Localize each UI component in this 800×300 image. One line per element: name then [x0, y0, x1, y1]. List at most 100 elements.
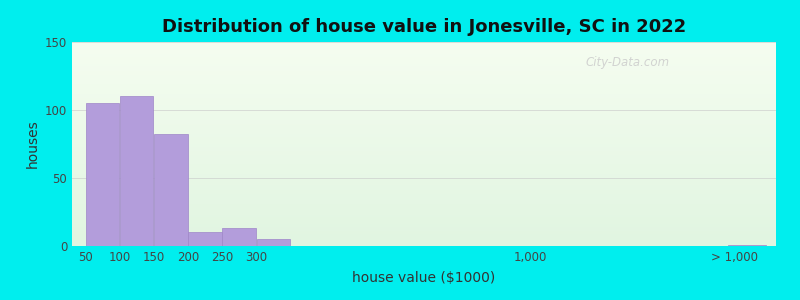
Bar — [72, 65, 776, 67]
X-axis label: house value ($1000): house value ($1000) — [352, 271, 496, 285]
Bar — [72, 231, 776, 232]
Bar — [72, 232, 776, 234]
Bar — [72, 142, 776, 144]
Bar — [72, 54, 776, 56]
Bar — [72, 56, 776, 57]
Bar — [72, 140, 776, 141]
Bar — [72, 179, 776, 181]
Bar — [188, 232, 222, 246]
Bar — [72, 239, 776, 241]
Bar — [72, 169, 776, 170]
Bar — [72, 198, 776, 200]
Bar — [72, 154, 776, 155]
Bar — [72, 146, 776, 147]
Bar — [72, 110, 776, 111]
Bar — [72, 244, 776, 246]
Bar — [72, 84, 776, 86]
Bar — [72, 47, 776, 49]
Bar — [72, 200, 776, 201]
Bar — [72, 166, 776, 167]
Bar — [72, 95, 776, 96]
Bar — [72, 194, 776, 196]
Bar — [72, 136, 776, 137]
Bar — [72, 218, 776, 219]
Bar — [72, 57, 776, 58]
Bar — [72, 167, 776, 169]
Bar — [72, 129, 776, 130]
Bar — [72, 62, 776, 64]
Bar — [72, 105, 776, 106]
Bar — [72, 220, 776, 221]
Bar — [72, 243, 776, 244]
Bar — [72, 164, 776, 166]
Bar — [72, 192, 776, 193]
Bar — [72, 144, 776, 146]
Bar — [72, 211, 776, 212]
Bar — [72, 111, 776, 113]
Bar — [72, 170, 776, 171]
Bar — [72, 73, 776, 75]
Bar — [72, 183, 776, 185]
Bar — [72, 156, 776, 158]
Text: City-Data.com: City-Data.com — [586, 56, 670, 69]
Bar — [72, 52, 776, 53]
Bar — [72, 207, 776, 208]
Bar — [72, 221, 776, 223]
Bar — [72, 147, 776, 148]
Bar — [72, 122, 776, 124]
Bar — [72, 80, 776, 81]
Bar — [72, 236, 776, 238]
Bar — [72, 83, 776, 84]
Bar — [72, 228, 776, 230]
Bar — [72, 209, 776, 211]
Bar — [72, 213, 776, 215]
Bar — [72, 76, 776, 77]
Bar — [72, 114, 776, 116]
Bar — [72, 226, 776, 227]
Bar — [72, 53, 776, 54]
Bar — [72, 92, 776, 94]
Bar — [72, 72, 776, 73]
Bar — [72, 227, 776, 228]
Bar — [72, 149, 776, 151]
Bar — [72, 96, 776, 98]
Bar — [72, 185, 776, 186]
Bar — [72, 242, 776, 243]
Bar — [72, 139, 776, 140]
Bar — [72, 117, 776, 118]
Bar — [72, 125, 776, 126]
Bar — [72, 238, 776, 239]
Bar — [72, 49, 776, 50]
Bar — [72, 188, 776, 189]
Bar — [257, 239, 290, 246]
Bar — [72, 212, 776, 213]
Bar — [72, 163, 776, 164]
Bar — [72, 64, 776, 65]
Bar — [72, 109, 776, 110]
Y-axis label: houses: houses — [26, 120, 39, 168]
Bar — [72, 196, 776, 197]
Bar — [72, 197, 776, 198]
Bar — [72, 193, 776, 194]
Bar — [72, 181, 776, 182]
Bar — [72, 102, 776, 103]
Bar — [72, 205, 776, 207]
Bar — [72, 68, 776, 69]
Bar — [72, 134, 776, 136]
Bar — [72, 126, 776, 128]
Bar — [72, 189, 776, 190]
Bar — [72, 230, 776, 231]
Bar — [72, 90, 776, 91]
Bar — [120, 96, 154, 246]
Bar — [72, 208, 776, 209]
Bar — [72, 58, 776, 60]
Bar — [72, 132, 776, 133]
Bar — [72, 177, 776, 178]
Bar — [72, 118, 776, 119]
Bar — [72, 133, 776, 134]
Bar — [72, 100, 776, 102]
Bar — [72, 116, 776, 117]
Bar — [72, 79, 776, 80]
Bar — [72, 107, 776, 109]
Bar — [72, 202, 776, 204]
